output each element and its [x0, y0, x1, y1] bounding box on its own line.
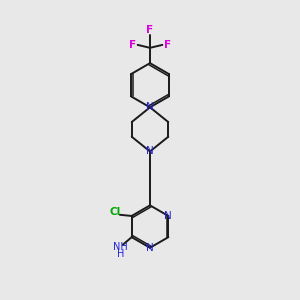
Text: Cl: Cl	[110, 207, 121, 217]
Text: F: F	[129, 40, 136, 50]
Text: N: N	[146, 102, 154, 112]
Text: H: H	[117, 249, 124, 259]
Text: F: F	[146, 25, 154, 35]
Text: F: F	[164, 40, 171, 50]
Text: N: N	[146, 243, 154, 253]
Text: NH: NH	[113, 242, 128, 252]
Text: N: N	[146, 146, 154, 157]
Text: N: N	[164, 211, 172, 221]
